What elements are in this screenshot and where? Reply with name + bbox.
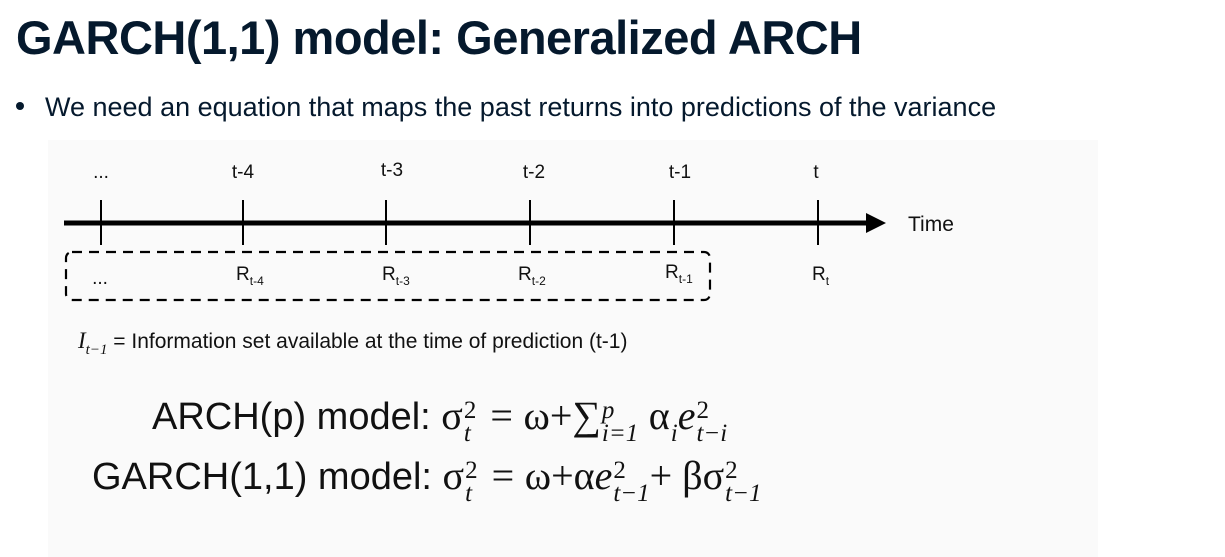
return-label: Rt — [812, 264, 830, 288]
arch-sigma: σ — [441, 393, 463, 438]
garch-label: GARCH(1,1) model: — [92, 456, 443, 498]
arch-alpha: α — [648, 393, 670, 438]
garch-sigma-lag: σ — [702, 453, 725, 498]
arch-sum-limits: p i=1 — [601, 397, 639, 447]
garch-plus-beta: + β — [649, 453, 703, 498]
arch-omega-plus: ω+ — [523, 393, 573, 438]
arch-equals: = — [490, 393, 513, 438]
figure-panel: Time ... t-4 t-3 t-2 t-1 t ... Rt-4 Rt-3… — [48, 140, 1098, 557]
time-axis-arrowhead-icon — [866, 213, 886, 233]
tick-label: t-3 — [381, 160, 403, 181]
bullet-dot-icon — [16, 101, 24, 110]
garch-e-scripts: 2 t−1 — [613, 457, 650, 507]
return-label: Rt-4 — [236, 264, 264, 288]
tick-label: t-2 — [523, 162, 545, 183]
garch-equation: GARCH(1,1) model: σ 2 t = ω+αe 2 t−1 + βσ 2 t−1 — [92, 453, 762, 507]
information-set-box — [64, 250, 712, 302]
garch-e: e — [594, 453, 613, 498]
info-set-symbol: I — [78, 328, 86, 353]
return-label: Rt-3 — [382, 264, 410, 288]
info-set-subscript: t−1 — [85, 342, 108, 358]
return-label: Rt-2 — [518, 264, 546, 288]
slide-title: GARCH(1,1) model: Generalized ARCH — [16, 11, 862, 64]
garch-omega-plus-alpha: ω+α — [524, 453, 595, 498]
tick-label: t-4 — [232, 162, 255, 183]
tick-label: t-1 — [669, 162, 691, 183]
arch-e-scripts: 2 t−i — [696, 397, 728, 447]
arch-e: e — [677, 393, 696, 438]
arch-alpha-scripts: i — [670, 420, 678, 447]
timeline-diagram: Time ... t-4 t-3 t-2 t-1 t ... Rt-4 Rt-3… — [64, 160, 954, 302]
time-axis-label: Time — [908, 213, 954, 236]
bullet-text: We need an equation that maps the past r… — [45, 92, 997, 122]
arch-equation: ARCH(p) model: σ 2 t = ω+∑ p i=1 α i e 2 t−i — [152, 393, 728, 447]
information-set-definition: It−1 = Information set available at the … — [78, 328, 628, 358]
arch-label: ARCH(p) model: — [152, 396, 442, 438]
arch-sum-icon: ∑ — [572, 393, 601, 438]
garch-sigma: σ — [442, 453, 465, 498]
info-set-text: = Information set available at the time … — [107, 330, 628, 353]
tick-label: t — [813, 162, 819, 183]
garch-sigma-lag-scripts: 2 t−1 — [725, 457, 762, 507]
bullet-point: We need an equation that maps the past r… — [14, 92, 996, 123]
tick-label: ... — [93, 162, 109, 183]
return-label: Rt-1 — [665, 262, 693, 286]
return-label: ... — [92, 268, 108, 289]
garch-equals: = — [491, 453, 515, 498]
